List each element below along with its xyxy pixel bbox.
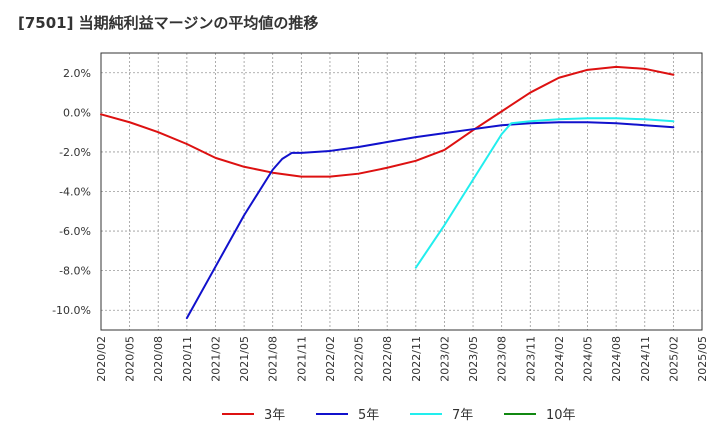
x-tick-label: 2020/11 bbox=[181, 336, 194, 382]
series-lines bbox=[100, 65, 675, 320]
x-tick-label: 2022/05 bbox=[353, 336, 366, 382]
x-tick-label: 2024/02 bbox=[553, 336, 566, 382]
x-tick-label: 2023/11 bbox=[524, 336, 537, 382]
series-line-3年 bbox=[100, 65, 675, 178]
y-tick-label: 2.0% bbox=[63, 67, 91, 80]
legend: 3年 5年 7年 10年 bbox=[222, 408, 576, 423]
x-tick-label: 2021/11 bbox=[295, 336, 308, 382]
x-tick-label: 2020/08 bbox=[152, 336, 165, 382]
y-tick-label: -4.0% bbox=[59, 186, 91, 199]
series-line-7年 bbox=[414, 117, 675, 269]
x-tick-label: 2022/02 bbox=[324, 336, 337, 382]
x-tick-label: 2022/08 bbox=[381, 336, 394, 382]
legend-label: 7年 bbox=[452, 408, 473, 423]
plot-frame bbox=[100, 52, 703, 331]
legend-label: 10年 bbox=[546, 408, 576, 423]
x-axis-ticks: 2020/02 2020/05 2020/08 2020/11 2021/02 2021/… bbox=[95, 336, 709, 382]
y-axis-ticks: 2.0% 0.0% -2.0% -4.0% -6.0% -8.0% -10.0% bbox=[52, 67, 91, 317]
x-tick-label: 2025/05 bbox=[696, 336, 709, 382]
x-tick-label: 2025/02 bbox=[667, 336, 680, 382]
chart-title: [7501] 当期純利益マージンの平均値の推移 bbox=[18, 14, 319, 32]
x-tick-label: 2023/08 bbox=[496, 336, 509, 382]
x-tick-label: 2024/11 bbox=[639, 336, 652, 382]
x-tick-label: 2024/08 bbox=[610, 336, 623, 382]
grid-lines bbox=[100, 53, 703, 330]
x-tick-label: 2023/05 bbox=[467, 336, 480, 382]
y-tick-label: -2.0% bbox=[59, 146, 91, 159]
x-tick-label: 2021/02 bbox=[209, 336, 222, 382]
legend-label: 5年 bbox=[358, 408, 379, 423]
x-tick-label: 2021/08 bbox=[267, 336, 280, 382]
x-tick-label: 2020/05 bbox=[124, 336, 137, 382]
x-tick-label: 2022/11 bbox=[410, 336, 423, 382]
x-tick-label: 2023/02 bbox=[438, 336, 451, 382]
series-line-5年 bbox=[185, 121, 675, 320]
x-tick-label: 2020/02 bbox=[95, 336, 108, 382]
x-tick-label: 2021/05 bbox=[238, 336, 251, 382]
y-tick-label: 0.0% bbox=[63, 106, 91, 119]
legend-label: 3年 bbox=[264, 408, 285, 423]
y-tick-label: -10.0% bbox=[52, 304, 91, 317]
y-tick-label: -8.0% bbox=[59, 265, 91, 278]
y-tick-label: -6.0% bbox=[59, 225, 91, 238]
x-tick-label: 2024/05 bbox=[582, 336, 595, 382]
